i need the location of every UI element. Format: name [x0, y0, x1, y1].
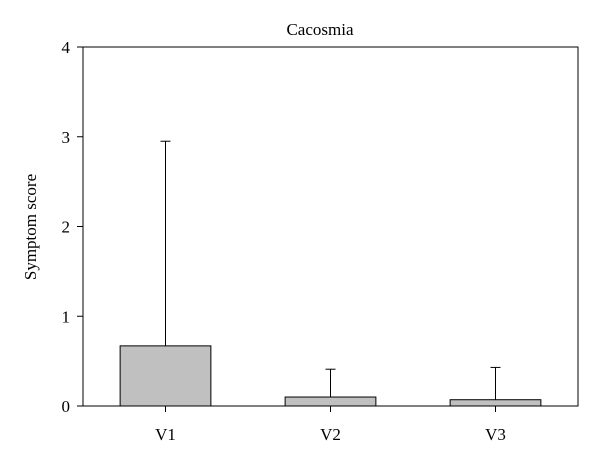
y-tick-label: 3 [62, 128, 71, 147]
bar-v3 [449, 399, 542, 407]
y-axis-label: Symptom score [21, 174, 40, 280]
y-axis: 0 1 2 3 4 [62, 38, 83, 416]
x-tick-label: V2 [320, 425, 341, 444]
bar-v1 [119, 345, 212, 407]
bars-group [119, 140, 542, 407]
y-tick-label: 4 [62, 38, 71, 57]
y-tick-label: 1 [62, 307, 71, 326]
y-tick-label: 0 [62, 397, 71, 416]
chart-title: Cacosmia [286, 20, 353, 39]
x-axis: V1 V2 V3 [155, 406, 506, 444]
x-tick-label: V1 [155, 425, 176, 444]
x-tick-label: V3 [485, 425, 506, 444]
y-tick-label: 2 [62, 218, 71, 237]
bar-v2 [284, 396, 377, 407]
